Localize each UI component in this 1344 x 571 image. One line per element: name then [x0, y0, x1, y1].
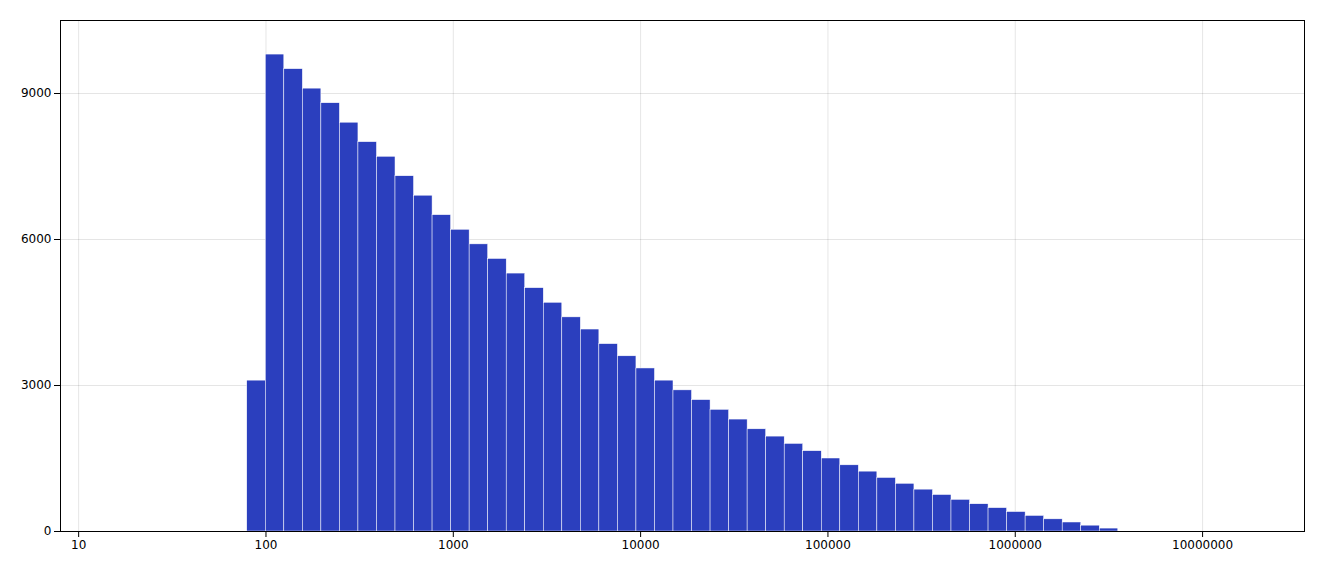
svg-text:1000: 1000	[438, 538, 469, 552]
svg-text:1000000: 1000000	[989, 538, 1042, 552]
svg-text:100: 100	[255, 538, 278, 552]
svg-text:3000: 3000	[21, 378, 52, 392]
svg-text:0: 0	[44, 524, 52, 538]
svg-text:100000: 100000	[805, 538, 851, 552]
svg-text:10000: 10000	[622, 538, 660, 552]
svg-text:9000: 9000	[21, 86, 52, 100]
svg-text:6000: 6000	[21, 232, 52, 246]
svg-text:10: 10	[71, 538, 86, 552]
svg-text:10000000: 10000000	[1172, 538, 1233, 552]
